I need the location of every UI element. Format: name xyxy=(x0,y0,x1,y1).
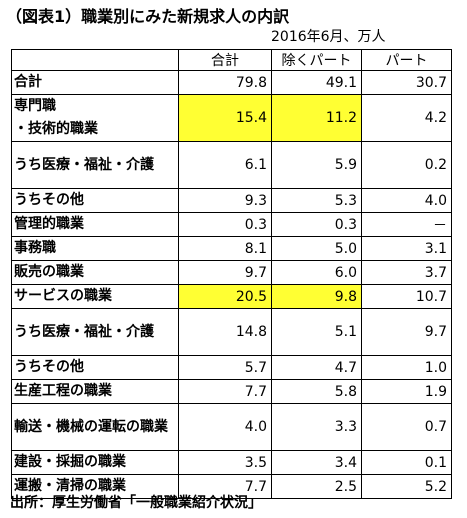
cell-total: 14.8 xyxy=(178,308,272,356)
table-row: サービスの職業 20.5 9.8 10.7 xyxy=(11,284,452,309)
cell-total: 9.3 xyxy=(178,188,272,213)
row-label: 販売の職業 xyxy=(11,260,179,285)
row-label: うち医療・福祉・介護 xyxy=(11,141,179,189)
cell-part: 4.2 xyxy=(361,94,452,142)
cell-part: 3.7 xyxy=(361,260,452,285)
cell-total: 6.1 xyxy=(178,141,272,189)
table-body: 合計 79.8 49.1 30.7 専門職 ・技術的職業 15.4 11.2 4.2 うち医療・… xyxy=(11,70,452,499)
cell-total: 3.5 xyxy=(178,450,272,475)
row-label: サービスの職業 xyxy=(11,284,179,309)
cell-excl-part: 5.8 xyxy=(271,379,362,404)
cell-part: 30.7 xyxy=(361,70,452,95)
cell-part: 3.1 xyxy=(361,236,452,261)
row-label: 管理的職業 xyxy=(11,212,179,237)
cell-excl-part: 5.3 xyxy=(271,188,362,213)
row-label: 生産工程の職業 xyxy=(11,379,179,404)
cell-part: 0.2 xyxy=(361,141,452,189)
source-note: 出所：厚生労働省「一般職業紹介状況」 xyxy=(10,495,262,511)
cell-excl-part: 5.1 xyxy=(271,308,362,356)
row-label: 運搬・清掃の職業 xyxy=(11,474,179,499)
cell-total: 5.7 xyxy=(178,355,272,380)
cell-excl-part: 11.2 xyxy=(271,94,362,142)
cell-excl-part: 2.5 xyxy=(271,474,362,499)
cell-excl-part: 5.9 xyxy=(271,141,362,189)
cell-part: － xyxy=(361,212,452,237)
cell-excl-part: 5.0 xyxy=(271,236,362,261)
cell-total: 20.5 xyxy=(178,284,272,309)
table-row: うちその他 5.7 4.7 1.0 xyxy=(11,355,452,380)
cell-part: 1.0 xyxy=(361,355,452,380)
unit-note: 2016年6月、万人 xyxy=(271,29,386,45)
cell-total: 15.4 xyxy=(178,94,272,142)
cell-part: 1.9 xyxy=(361,379,452,404)
table-row: 専門職 ・技術的職業 15.4 11.2 4.2 xyxy=(11,94,452,142)
cell-part: 9.7 xyxy=(361,308,452,356)
cell-excl-part: 4.7 xyxy=(271,355,362,380)
cell-excl-part: 0.3 xyxy=(271,212,362,237)
cell-total: 7.7 xyxy=(178,474,272,499)
cell-excl-part: 6.0 xyxy=(271,260,362,285)
header-part: パート xyxy=(361,49,452,71)
header-row: 合計 除くパート パート xyxy=(11,49,452,71)
table-row: うちその他 9.3 5.3 4.0 xyxy=(11,188,452,213)
cell-part: 4.0 xyxy=(361,188,452,213)
cell-part: 5.2 xyxy=(361,474,452,499)
cell-excl-part: 3.3 xyxy=(271,403,362,451)
header-excl-part: 除くパート xyxy=(271,49,362,71)
cell-excl-part: 3.4 xyxy=(271,450,362,475)
row-label: 建設・採掘の職業 xyxy=(11,450,179,475)
table-row: 輸送・機械の運転の職業 4.0 3.3 0.7 xyxy=(11,403,452,451)
table-row: 事務職 8.1 5.0 3.1 xyxy=(11,236,452,261)
row-label: うち医療・福祉・介護 xyxy=(11,308,179,356)
cell-part: 10.7 xyxy=(361,284,452,309)
cell-excl-part: 49.1 xyxy=(271,70,362,95)
row-label: うちその他 xyxy=(11,188,179,213)
table-row: うち医療・福祉・介護 14.8 5.1 9.7 xyxy=(11,308,452,356)
cell-total: 79.8 xyxy=(178,70,272,95)
cell-total: 9.7 xyxy=(178,260,272,285)
cell-total: 7.7 xyxy=(178,379,272,404)
table-row: うち医療・福祉・介護 6.1 5.9 0.2 xyxy=(11,141,452,189)
row-label: 事務職 xyxy=(11,236,179,261)
cell-total: 0.3 xyxy=(178,212,272,237)
row-label: 合計 xyxy=(11,70,179,95)
data-table: 合計 除くパート パート 合計 79.8 49.1 30.7 専門職 ・技術的職業 15.… xyxy=(11,49,452,499)
cell-total: 8.1 xyxy=(178,236,272,261)
table-row: 販売の職業 9.7 6.0 3.7 xyxy=(11,260,452,285)
figure-title: （図表1）職業別にみた新規求人の内訳 xyxy=(6,7,290,26)
cell-excl-part: 9.8 xyxy=(271,284,362,309)
table-row: 管理的職業 0.3 0.3 － xyxy=(11,212,452,237)
header-total: 合計 xyxy=(178,49,272,71)
row-label: うちその他 xyxy=(11,355,179,380)
cell-part: 0.1 xyxy=(361,450,452,475)
cell-total: 4.0 xyxy=(178,403,272,451)
row-label: 輸送・機械の運転の職業 xyxy=(11,403,179,451)
cell-part: 0.7 xyxy=(361,403,452,451)
table-row: 運搬・清掃の職業 7.7 2.5 5.2 xyxy=(11,474,452,499)
table-row: 生産工程の職業 7.7 5.8 1.9 xyxy=(11,379,452,404)
header-corner xyxy=(11,49,179,71)
table-row: 建設・採掘の職業 3.5 3.4 0.1 xyxy=(11,450,452,475)
table-row: 合計 79.8 49.1 30.7 xyxy=(11,70,452,95)
row-label: 専門職 ・技術的職業 xyxy=(11,94,179,142)
